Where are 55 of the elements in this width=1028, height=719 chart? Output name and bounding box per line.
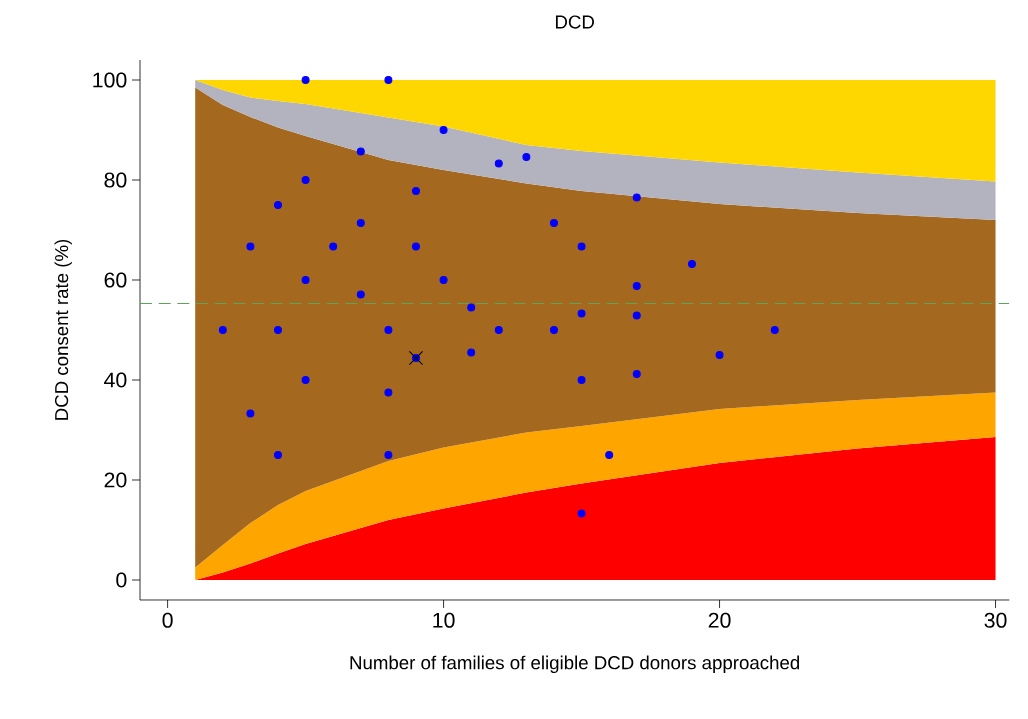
point xyxy=(273,201,282,210)
point xyxy=(549,326,558,335)
x-axis-title: Number of families of eligible DCD donors approached xyxy=(350,655,800,674)
point xyxy=(632,193,641,202)
x-tick-label: 20 xyxy=(708,612,731,628)
point xyxy=(384,388,393,397)
point xyxy=(715,351,724,360)
point xyxy=(301,376,310,385)
point xyxy=(467,303,476,312)
point xyxy=(632,311,641,320)
point xyxy=(384,326,393,335)
point xyxy=(577,509,586,518)
x-tick-label: 0 xyxy=(162,612,173,628)
y-tick-label: 60 xyxy=(104,272,127,288)
point xyxy=(439,126,448,135)
point xyxy=(356,147,365,156)
point xyxy=(577,376,586,385)
point xyxy=(549,219,558,228)
point xyxy=(301,176,310,185)
point xyxy=(329,242,338,251)
point xyxy=(301,276,310,285)
point xyxy=(770,326,779,335)
point xyxy=(384,451,393,460)
y-tick-label: 40 xyxy=(104,372,127,388)
x-tick-label: 30 xyxy=(984,612,1007,628)
point xyxy=(408,351,424,366)
point xyxy=(632,370,641,379)
point xyxy=(494,159,503,168)
point xyxy=(411,242,420,251)
point xyxy=(439,276,448,285)
y-tick-label: 80 xyxy=(104,172,127,188)
point xyxy=(467,348,476,357)
y-axis-title: DCD consent rate (%) xyxy=(54,240,72,420)
point xyxy=(494,326,503,335)
point xyxy=(687,260,696,269)
point xyxy=(577,309,586,318)
y-tick-label: 100 xyxy=(93,72,127,88)
point xyxy=(632,282,641,291)
point xyxy=(273,451,282,460)
point xyxy=(605,451,614,460)
point xyxy=(411,187,420,196)
point xyxy=(273,326,282,335)
point xyxy=(577,242,586,251)
point xyxy=(246,242,255,251)
y-tick-label: 0 xyxy=(116,572,127,588)
point xyxy=(246,409,255,418)
point xyxy=(384,76,393,85)
point xyxy=(522,153,531,162)
point xyxy=(301,76,310,85)
x-tick-label: 10 xyxy=(433,612,455,628)
point xyxy=(356,219,365,228)
point xyxy=(356,290,365,299)
point xyxy=(218,326,227,335)
chart-title: DCD xyxy=(555,15,594,29)
y-tick-label: 20 xyxy=(104,472,127,488)
